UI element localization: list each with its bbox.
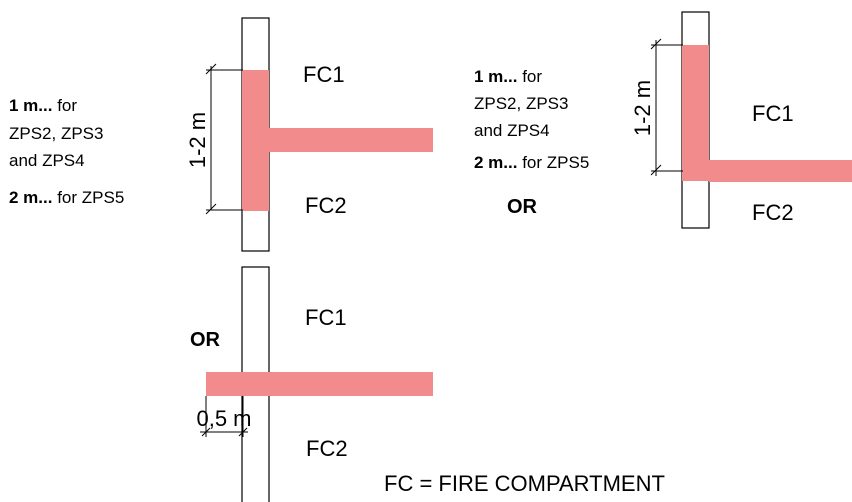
diagram-3: OR FC1 FC2 0,5 m xyxy=(190,266,433,502)
dimension-label-2: 1-2 m xyxy=(630,80,655,136)
dimension-label-3: 0,5 m xyxy=(196,406,251,431)
note-2-bold-2: 2 m... xyxy=(474,153,517,172)
note-2-line-3: and ZPS4 xyxy=(474,121,550,140)
note-1-text-2: for ZPS5 xyxy=(52,188,124,207)
or-label-2: OR xyxy=(190,329,221,351)
fire-strip-horizontal-3 xyxy=(206,372,433,396)
svg-text:2 m... for ZPS5: 2 m... for ZPS5 xyxy=(474,153,589,172)
diagram-2: 1-2 m FC1 FC2 1 m... for ZPS2, ZPS3 and … xyxy=(474,11,852,229)
note-2-text-1: for xyxy=(517,67,542,86)
or-label-1: OR xyxy=(507,196,538,218)
diagram-1: 1-2 m FC1 FC2 1 m... for ZPS2, ZPS3 and … xyxy=(9,17,433,252)
note-1-text-1: for xyxy=(52,96,77,115)
fire-strip-horizontal-2 xyxy=(709,160,852,182)
dimension-line-1 xyxy=(205,63,243,215)
dimension-line-3 xyxy=(200,396,248,437)
note-1-line-3: and ZPS4 xyxy=(9,151,85,170)
fc2-label-3: FC2 xyxy=(306,436,348,461)
fire-strip-vertical-2 xyxy=(682,45,709,181)
requirement-note-2: 1 m... for ZPS2, ZPS3 and ZPS4 2 m... fo… xyxy=(474,67,589,172)
svg-text:1 m... for: 1 m... for xyxy=(474,67,542,86)
fc2-label-1: FC2 xyxy=(305,193,347,218)
svg-text:1 m... for: 1 m... for xyxy=(9,96,77,115)
note-1-bold-1: 1 m... xyxy=(9,96,52,115)
fc2-label-2: FC2 xyxy=(752,200,794,225)
fire-strip-horizontal-1 xyxy=(269,128,433,152)
fc1-label-1: FC1 xyxy=(303,62,345,87)
dimension-label-1: 1-2 m xyxy=(185,112,210,168)
fire-strip-vertical-1 xyxy=(242,70,269,211)
note-2-text-2: for ZPS5 xyxy=(517,153,589,172)
note-2-line-2: ZPS2, ZPS3 xyxy=(474,94,568,113)
legend-text: FC = FIRE COMPARTMENT xyxy=(384,471,665,496)
dimension-line-2 xyxy=(650,38,683,176)
note-2-bold-1: 1 m... xyxy=(474,67,517,86)
note-1-bold-2: 2 m... xyxy=(9,188,52,207)
svg-text:2 m... for ZPS5: 2 m... for ZPS5 xyxy=(9,188,124,207)
requirement-note-1: 1 m... for ZPS2, ZPS3 and ZPS4 2 m... fo… xyxy=(9,96,124,207)
fc1-label-3: FC1 xyxy=(305,305,347,330)
fc1-label-2: FC1 xyxy=(752,101,794,126)
note-1-line-2: ZPS2, ZPS3 xyxy=(9,124,103,143)
